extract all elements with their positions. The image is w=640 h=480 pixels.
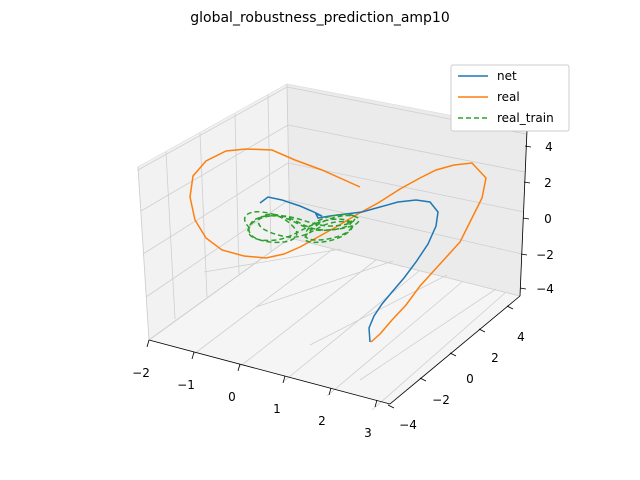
z-tick-label: −2: [536, 248, 554, 262]
y-axis-line: [389, 295, 521, 405]
series-group: [189, 148, 487, 343]
x-tick-label: 3: [364, 426, 372, 440]
x-tick-mark: [282, 375, 286, 384]
gridline: [267, 94, 272, 252]
z-axis-line: [519, 129, 528, 297]
gridline: [326, 281, 463, 397]
x-tick-mark: [328, 387, 332, 396]
x-tick-mark: [374, 399, 378, 408]
legend-label-net: net: [497, 69, 517, 83]
gridline: [286, 83, 291, 239]
gridline: [371, 292, 506, 411]
chart-title: global_robustness_prediction_amp10: [190, 10, 450, 26]
x-tick-mark: [146, 339, 150, 348]
gridline: [237, 259, 377, 369]
x-axis-line: [148, 339, 391, 405]
gridline: [165, 151, 176, 320]
z-tick-mark: [522, 217, 530, 220]
z-tick-label: −4: [536, 282, 554, 296]
axes-panes: [137, 83, 528, 405]
y-tick-mark: [478, 328, 486, 333]
y-tick-mark: [387, 404, 395, 409]
gridline: [234, 113, 240, 275]
x-tick-label: 1: [273, 402, 281, 416]
axis-lines: [148, 129, 528, 405]
y-tick-mark: [449, 352, 457, 357]
gridline: [359, 288, 497, 381]
x-tick-label: 0: [228, 390, 236, 404]
z-tick-mark: [524, 145, 532, 148]
x-ticks: −2 −1 0 1 2 3: [132, 339, 378, 440]
x-tick-mark: [191, 351, 195, 360]
z-tick-label: 4: [545, 140, 553, 154]
y-tick-label: 0: [466, 372, 474, 386]
legend-label-real: real: [497, 90, 520, 104]
z-tick-label: 0: [544, 212, 552, 226]
series-real: [189, 148, 487, 343]
z-tick-label: 2: [544, 176, 552, 190]
y-tick-label: 2: [491, 351, 499, 365]
gridline: [203, 248, 342, 273]
series-net: [259, 196, 439, 343]
gridline: [287, 199, 523, 255]
y-tick-label: 4: [517, 330, 525, 344]
z-tick-mark: [523, 181, 531, 184]
y-ticks: −4 −2 0 2 4: [387, 305, 525, 432]
gridline: [287, 162, 525, 213]
legend-label-real-train: real_train: [497, 111, 554, 125]
gridline: [282, 270, 420, 383]
y-tick-label: −4: [399, 418, 417, 432]
gridline: [287, 124, 526, 173]
legend-box: [450, 64, 570, 132]
gridline: [140, 124, 289, 212]
gridline: [148, 237, 291, 341]
y-tick-label: −2: [432, 393, 450, 407]
x-tick-label: −1: [177, 378, 195, 392]
gridline: [193, 248, 334, 355]
gridline: [199, 132, 208, 298]
gridline: [289, 237, 521, 297]
x-tick-label: 2: [318, 414, 326, 428]
z-ticks: −4 −2 0 2 4: [519, 140, 554, 296]
y-tick-mark: [419, 377, 427, 382]
gridline: [142, 162, 289, 255]
series-real_train: [243, 211, 360, 244]
z-tick-mark: [520, 253, 528, 256]
x-tick-mark: [237, 363, 241, 372]
legend: net real real_train: [450, 64, 570, 132]
x-tick-label: −2: [132, 366, 150, 380]
y-tick-mark: [506, 305, 514, 310]
z-tick-mark: [519, 287, 527, 290]
gridline: [255, 260, 394, 308]
gridline: [137, 86, 288, 171]
